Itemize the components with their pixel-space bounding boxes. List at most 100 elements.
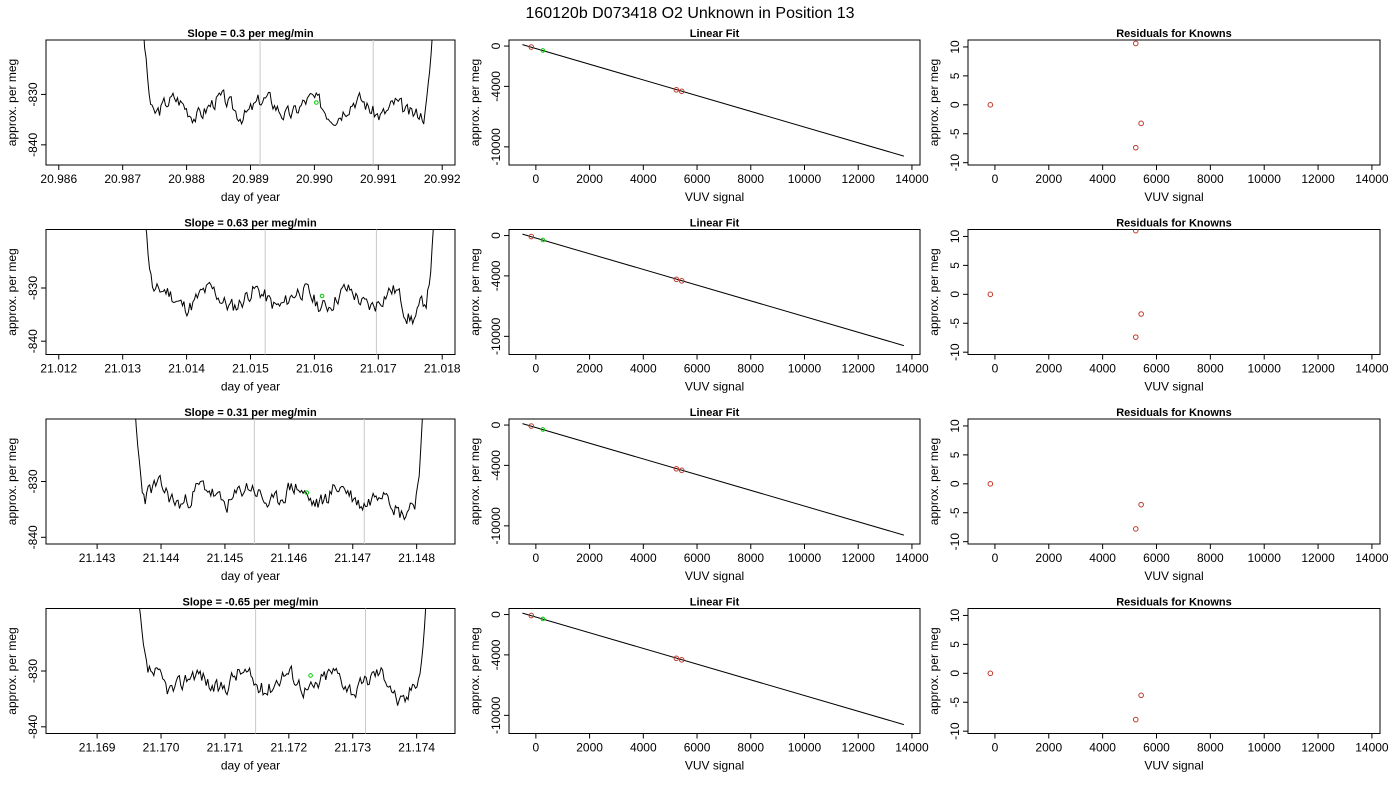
x-tick-label: 8000 — [1197, 551, 1224, 565]
chart-panel: Slope = 0.3 per meg/min 20.986 20.987 20.98… — [5, 28, 461, 204]
x-tick-label: 4000 — [1089, 741, 1116, 755]
chart-panel: Linear Fit 0 2000 4000 6000 8000 10000 12000 140… — [468, 218, 929, 394]
chart-panel: Linear Fit 0 2000 4000 6000 8000 10000 12000 140… — [468, 407, 929, 583]
x-tick-label: 6000 — [684, 362, 711, 376]
x-tick-label: 21.018 — [424, 362, 461, 376]
known-point — [678, 657, 685, 663]
x-tick-label: 12000 — [842, 362, 876, 376]
x-tick-label: 6000 — [684, 551, 711, 565]
x-tick-label: 20.991 — [360, 172, 397, 186]
y-tick-label: -10 — [948, 154, 962, 172]
x-tick-label: 21.147 — [334, 551, 371, 565]
x-tick-label: 6000 — [1143, 172, 1170, 186]
plot-area — [987, 229, 1144, 340]
x-tick-label: 12000 — [1301, 362, 1335, 376]
y-tick-label: 10 — [948, 229, 962, 243]
x-tick-label: 6000 — [684, 172, 711, 186]
y-axis-label: approx. per meg — [927, 438, 941, 525]
unknown-marker — [314, 100, 319, 105]
known-point — [673, 655, 680, 662]
y-tick-label: 10 — [948, 40, 962, 54]
x-axis-label: day of year — [221, 759, 280, 773]
x-axis-label: VUV signal — [1144, 569, 1203, 583]
x-tick-label: 21.144 — [143, 551, 180, 565]
x-tick-label: 6000 — [1143, 551, 1170, 565]
y-axis-label: approx. per meg — [5, 248, 19, 335]
fit-line — [522, 612, 905, 726]
panel-title: Slope = -0.65 per meg/min — [182, 597, 318, 609]
y-tick-label: 10 — [948, 608, 962, 622]
y-tick-label: -840 — [26, 714, 40, 738]
x-tick-label: 14000 — [895, 362, 929, 376]
x-axis-label: day of year — [221, 569, 280, 583]
known-point — [528, 423, 535, 429]
y-tick-label: 0 — [948, 480, 962, 487]
x-tick-label: 14000 — [1355, 172, 1389, 186]
plot-area — [522, 423, 905, 536]
x-tick-label: 21.012 — [40, 362, 77, 376]
y-axis-label: approx. per meg — [468, 59, 482, 146]
y-tick-label: -4000 — [489, 71, 503, 102]
x-tick-label: 0 — [992, 741, 999, 755]
y-tick-label: -10 — [948, 722, 962, 740]
y-tick-label: -830 — [26, 82, 40, 106]
y-tick-label: 0 — [489, 42, 503, 49]
y-tick-label: -830 — [26, 659, 40, 683]
x-tick-label: 10000 — [788, 741, 822, 755]
panel-title: Slope = 0.3 per meg/min — [187, 28, 314, 40]
x-tick-label: 20.989 — [232, 172, 269, 186]
plot-area — [143, 40, 433, 165]
plot-frame — [508, 608, 921, 734]
x-tick-label: 10000 — [788, 551, 822, 565]
y-tick-label: -5 — [948, 507, 962, 518]
x-tick-label: 2000 — [576, 741, 603, 755]
x-tick-label: 21.145 — [207, 551, 244, 565]
known-point — [987, 102, 994, 108]
panel-title: Residuals for Knowns — [1116, 218, 1232, 230]
known-point — [1132, 229, 1139, 234]
y-tick-label: -5 — [948, 318, 962, 329]
x-tick-label: 14000 — [1355, 551, 1389, 565]
plot-frame — [508, 39, 921, 166]
x-tick-label: 20.990 — [296, 172, 333, 186]
y-tick-label: 0 — [948, 670, 962, 677]
panel-title: Linear Fit — [690, 597, 740, 609]
chart-panel: Slope = 0.63 per meg/min 21.012 21.013 21.0… — [5, 218, 461, 394]
x-tick-label: 10000 — [788, 172, 822, 186]
x-axis-label: VUV signal — [685, 380, 744, 394]
known-point — [1132, 716, 1139, 723]
x-tick-label: 8000 — [1197, 741, 1224, 755]
known-point — [673, 465, 680, 472]
x-tick-label: 21.146 — [270, 551, 307, 565]
y-tick-label: -840 — [26, 329, 40, 353]
x-tick-label: 0 — [992, 551, 999, 565]
x-tick-label: 0 — [533, 362, 540, 376]
panel-title: Residuals for Knowns — [1116, 28, 1232, 40]
known-point — [987, 481, 994, 487]
y-tick-label: 0 — [948, 291, 962, 298]
known-point — [1138, 311, 1144, 317]
y-tick-label: -840 — [26, 133, 40, 157]
y-tick-label: -840 — [26, 525, 40, 549]
x-tick-label: 0 — [533, 551, 540, 565]
x-tick-label: 12000 — [842, 172, 876, 186]
data-trace — [143, 40, 433, 126]
plot-area — [135, 419, 423, 544]
y-axis-label: approx. per meg — [927, 59, 941, 146]
y-axis-label: approx. per meg — [927, 627, 941, 714]
x-tick-label: 21.016 — [296, 362, 333, 376]
y-axis-label: approx. per meg — [468, 438, 482, 525]
known-point — [1138, 692, 1144, 699]
known-point — [528, 233, 535, 240]
x-tick-label: 10000 — [1248, 551, 1282, 565]
y-tick-label: -10000 — [489, 696, 503, 734]
panel-title: Slope = 0.31 per meg/min — [184, 407, 317, 419]
panel-title: Residuals for Knowns — [1116, 597, 1232, 609]
x-tick-label: 4000 — [630, 741, 657, 755]
unknown-marker — [304, 490, 310, 495]
y-tick-label: -830 — [26, 469, 40, 493]
y-tick-label: 10 — [948, 419, 962, 433]
